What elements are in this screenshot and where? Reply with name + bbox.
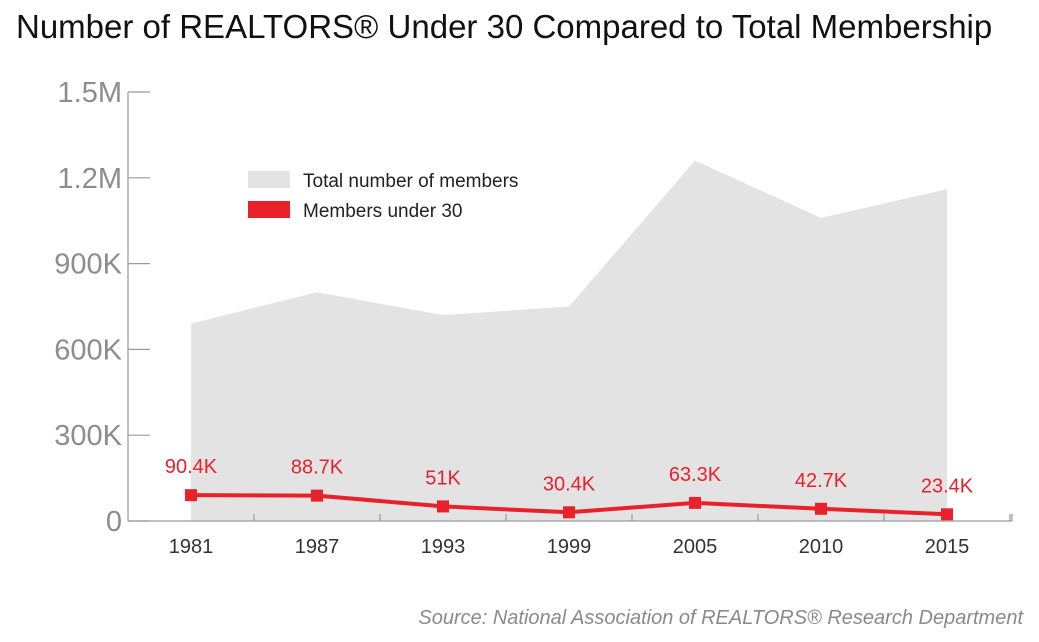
axes-layer: 0 300K 600K 900K 1.2M 1.5M 1981 1987 1993 1999 200…	[54, 77, 1013, 558]
line-point	[941, 508, 953, 521]
y-tick-label: 900K	[54, 249, 122, 281]
line-point	[689, 496, 701, 509]
x-tick-label: 2010	[799, 536, 844, 558]
data-label: 23.4K	[921, 475, 974, 497]
data-label: 30.4K	[543, 473, 596, 495]
label-layer: 90.4K 88.7K 51K 30.4K 63.3K 42.7K 23.4K	[165, 456, 974, 497]
line-layer	[185, 489, 953, 521]
x-tick-label: 2015	[925, 536, 970, 558]
x-tick-label: 1999	[547, 536, 592, 558]
data-label: 42.7K	[795, 470, 848, 492]
line-point	[815, 502, 827, 515]
data-label: 51K	[425, 467, 461, 489]
line-point	[437, 500, 449, 513]
line-point	[311, 489, 323, 502]
y-tick-label: 1.5M	[58, 77, 122, 109]
legend-label-total: Total number of members	[303, 171, 518, 192]
data-label: 63.3K	[669, 464, 722, 486]
y-tick-label: 600K	[54, 334, 122, 366]
x-tick-label: 1987	[295, 536, 340, 558]
area-total-members	[191, 160, 947, 521]
x-tick-label: 1993	[421, 536, 466, 558]
legend-label-under-30: Members under 30	[303, 201, 462, 222]
x-tick-label: 1981	[169, 536, 214, 558]
line-point	[185, 489, 197, 502]
data-label: 90.4K	[165, 456, 218, 478]
y-tick-label: 0	[106, 506, 122, 538]
y-tick-label: 1.2M	[58, 163, 122, 195]
legend-swatch-total	[248, 171, 290, 188]
y-tick-label: 300K	[54, 420, 122, 452]
data-label: 88.7K	[291, 457, 344, 479]
chart-title: Number of REALTORS® Under 30 Compared to…	[16, 8, 993, 45]
legend-swatch-under-30	[248, 201, 290, 218]
line-point	[563, 506, 575, 519]
area-layer	[191, 160, 947, 521]
source-note: Source: National Association of REALTORS…	[418, 607, 1023, 629]
x-tick-label: 2005	[673, 536, 718, 558]
legend: Total number of members Members under 30	[248, 171, 518, 222]
